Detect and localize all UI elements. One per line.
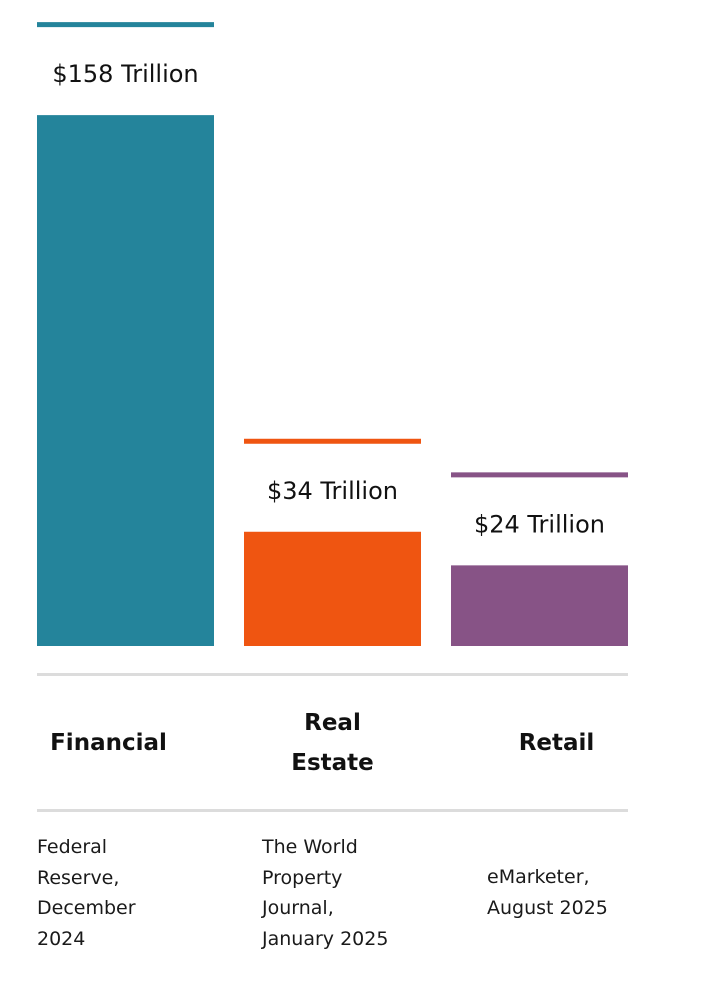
source-line: Journal,	[262, 897, 334, 919]
bottom-divider	[37, 809, 628, 812]
bar-cap-financial	[37, 22, 214, 28]
top-divider	[37, 673, 628, 676]
source-line: eMarketer,	[487, 866, 590, 888]
category-label-line: Real	[304, 710, 361, 736]
bar-financial	[37, 115, 214, 647]
source-line: The World	[262, 836, 358, 858]
source-real-estate: The World Property Journal, January 2025	[262, 832, 388, 954]
source-retail: eMarketer, August 2025	[487, 862, 608, 923]
source-line: Federal	[37, 836, 108, 858]
category-label-financial: Financial	[20, 703, 197, 783]
bar-real-estate	[244, 531, 421, 646]
category-label-line: Retail	[518, 730, 595, 756]
value-label-retail: $24 Trillion	[474, 510, 605, 538]
source-financial: Federal Reserve, December 2024	[37, 832, 136, 954]
bar-cap-retail	[451, 472, 628, 478]
category-label-line: Estate	[291, 750, 374, 776]
source-line: Reserve,	[37, 866, 120, 889]
bar-retail	[451, 565, 628, 646]
value-label-financial: $158 Trillion	[52, 60, 198, 88]
category-label-line: Financial	[50, 730, 167, 756]
source-line: Property	[262, 866, 343, 889]
source-line: 2024	[37, 927, 86, 950]
source-line: December	[37, 897, 136, 919]
bar-chart: $158 Trillion $34 Trillion $24 Trillion	[37, 22, 628, 647]
category-label-retail: Retail	[468, 703, 645, 783]
source-line: August 2025	[487, 896, 608, 919]
value-label-real-estate: $34 Trillion	[267, 477, 398, 505]
source-line: January 2025	[262, 927, 389, 950]
bar-cap-real-estate	[244, 438, 421, 444]
category-label-real-estate: Real Estate	[244, 703, 421, 783]
